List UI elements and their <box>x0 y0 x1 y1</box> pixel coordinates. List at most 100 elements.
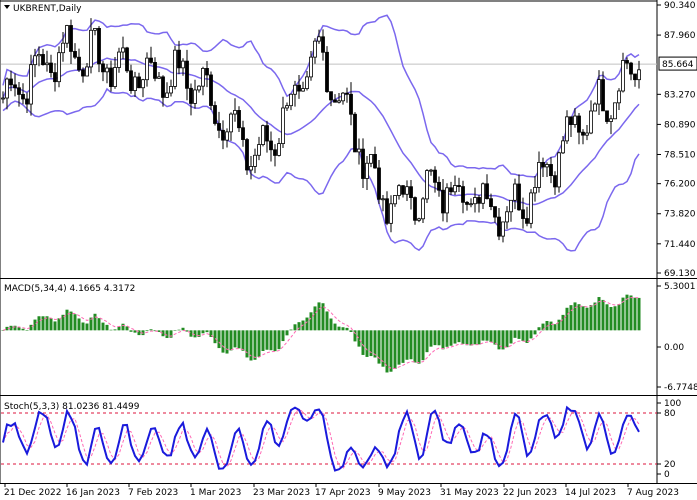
candle-body <box>21 94 25 100</box>
candle-body <box>161 76 165 98</box>
bollinger-bands <box>2 14 640 252</box>
macd-bar <box>9 325 13 331</box>
macd-bar <box>333 323 337 331</box>
stoch-tick-label: 0 <box>664 470 670 480</box>
macd-bar <box>1 330 5 331</box>
candle-body <box>477 197 481 204</box>
time-tick-label: 31 May 2023 <box>440 488 499 498</box>
price-tick-label: 90.340 <box>664 1 696 11</box>
time-tick-label: 17 Apr 2023 <box>315 488 371 498</box>
candle-body <box>293 84 297 95</box>
macd-bar <box>349 330 353 332</box>
candle-body <box>629 62 633 75</box>
candle-body <box>301 88 305 92</box>
macd-bar <box>13 325 17 331</box>
candle-body <box>165 92 169 98</box>
macd-bar <box>229 330 233 351</box>
macd-panel[interactable]: MACD(5,34,4) 4.1665 4.3172 <box>1 284 641 373</box>
macd-bar <box>589 305 593 331</box>
candle-body <box>169 86 173 94</box>
candle-body <box>253 154 257 167</box>
candle-body <box>213 105 217 124</box>
candle-body <box>117 51 121 68</box>
candle-body <box>329 91 333 101</box>
macd-bar <box>497 330 501 350</box>
candle-body <box>509 199 513 213</box>
price-axis: 90.340 87.960 83.270 80.890 78.510 76.200 73.8… <box>657 1 696 279</box>
macd-bar <box>417 330 421 364</box>
candle-body <box>101 63 105 73</box>
candle-body <box>549 164 553 177</box>
macd-bar <box>553 324 557 331</box>
candle-body <box>389 203 393 224</box>
macd-bar <box>421 330 425 361</box>
macd-bar <box>93 313 97 331</box>
candle-body <box>125 47 129 72</box>
candle-body <box>453 185 457 193</box>
macd-bar <box>381 330 385 367</box>
candle-body <box>45 62 49 66</box>
macd-bar <box>21 328 25 331</box>
candle-body <box>385 198 389 224</box>
macd-bar <box>577 304 581 331</box>
macd-bar <box>253 330 257 360</box>
candle-body <box>193 89 197 104</box>
macd-bar <box>361 330 365 355</box>
macd-bar <box>5 326 9 331</box>
candle-body <box>437 181 441 191</box>
macd-bar <box>285 330 289 336</box>
macd-bar <box>257 330 261 357</box>
bollinger-upper-line <box>2 14 640 178</box>
dropdown-triangle-icon[interactable] <box>4 5 10 9</box>
stoch-label: Stoch(5,3,3) 81.0236 81.4499 <box>4 402 140 412</box>
macd-bar <box>65 309 69 331</box>
candle-body <box>505 211 509 223</box>
macd-bar <box>529 330 533 339</box>
macd-bar <box>609 307 613 331</box>
candle-body <box>297 84 301 92</box>
candle-body <box>405 186 409 195</box>
macd-bar <box>121 323 125 331</box>
price-tick-label: 83.270 <box>664 90 696 100</box>
stochastic-panel[interactable]: Stoch(5,3,3) 81.0236 81.4499 <box>1 402 657 472</box>
macd-bar <box>521 330 525 341</box>
candle-body <box>529 192 533 224</box>
macd-bar <box>69 311 73 331</box>
macd-bar <box>157 330 161 332</box>
candle-body <box>305 76 309 89</box>
candle-body <box>469 203 473 206</box>
candle-body <box>89 29 93 68</box>
candle-body <box>269 140 273 151</box>
macd-bar <box>385 330 389 373</box>
price-panel[interactable] <box>1 14 657 252</box>
macd-bar <box>461 330 465 344</box>
candle-body <box>601 79 605 112</box>
macd-bar <box>405 330 409 360</box>
candle-body <box>413 197 417 221</box>
macd-bar <box>137 330 141 336</box>
macd-bar <box>401 330 405 363</box>
candle-body <box>429 169 433 172</box>
macd-bar <box>129 330 133 332</box>
candle-body <box>65 25 69 44</box>
macd-bar <box>441 330 445 350</box>
macd-bar <box>425 330 429 353</box>
price-tick-label: 69.130 <box>664 269 696 279</box>
candle-body <box>617 90 621 104</box>
candle-body <box>545 164 549 168</box>
symbol-title-text: UKBRENT,Daily <box>13 4 82 14</box>
macd-bar <box>145 330 149 332</box>
macd-bar <box>149 329 153 331</box>
macd-bar <box>161 330 165 337</box>
candle-body <box>277 143 281 156</box>
candle-body <box>237 110 241 129</box>
candle-body <box>501 221 505 237</box>
macd-bar <box>445 330 449 347</box>
candle-body <box>493 206 497 218</box>
candle-body <box>401 185 405 195</box>
macd-bar <box>109 329 113 331</box>
macd-bar <box>393 330 397 369</box>
symbol-title[interactable]: UKBRENT,Daily <box>4 4 82 14</box>
macd-bar <box>177 329 181 331</box>
